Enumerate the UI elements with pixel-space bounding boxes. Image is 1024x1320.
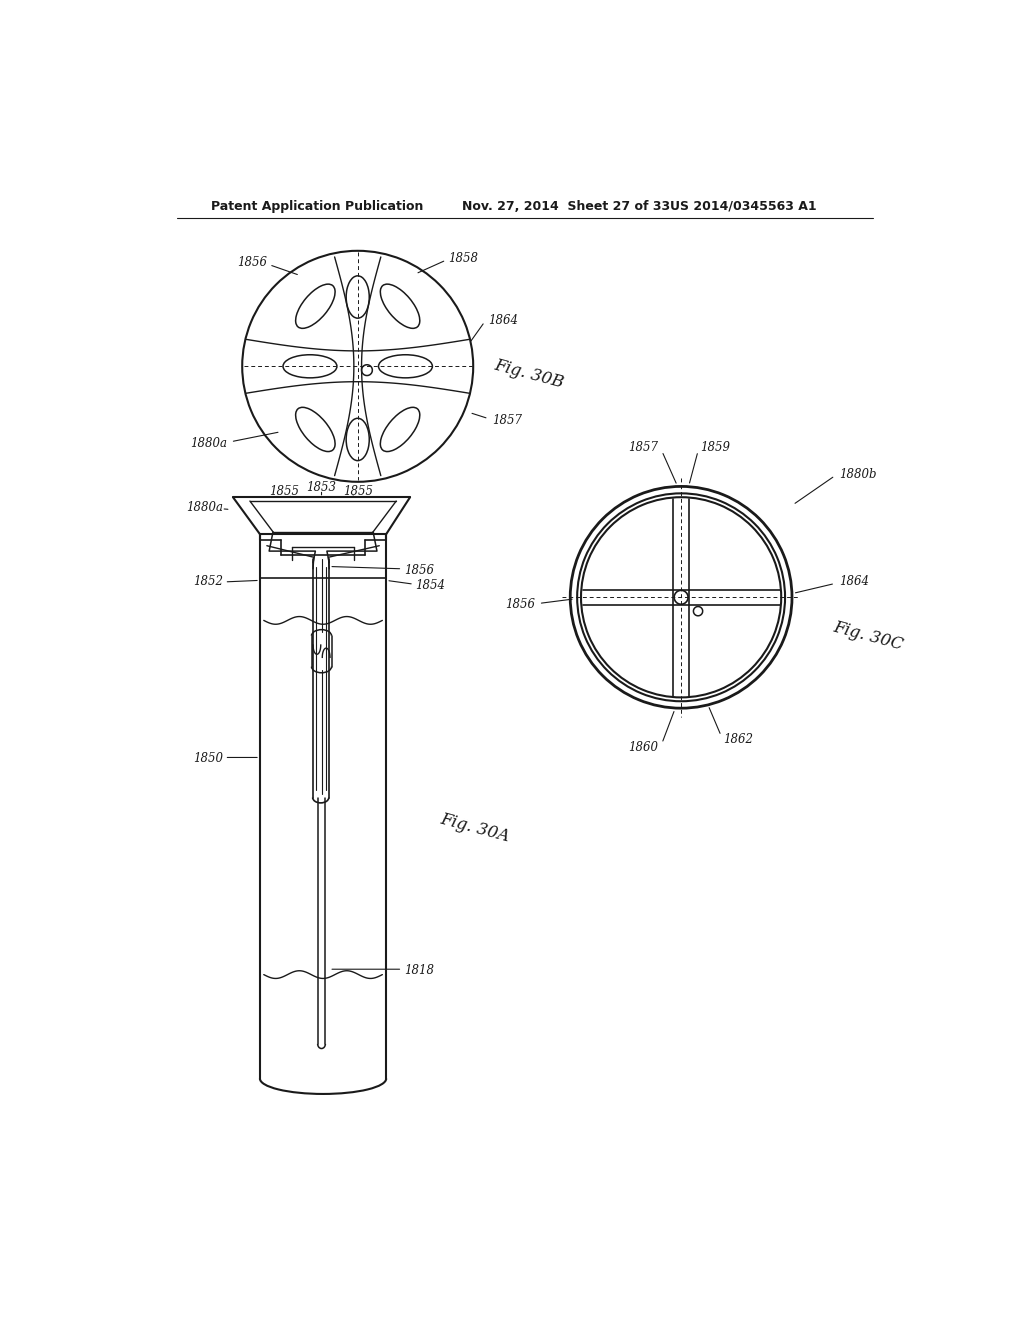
Text: 1859: 1859 — [700, 441, 730, 454]
Text: 1860: 1860 — [628, 741, 658, 754]
Text: 1857: 1857 — [628, 441, 658, 454]
Text: 1818: 1818 — [403, 964, 434, 977]
Text: 1855: 1855 — [343, 486, 373, 499]
Text: 1862: 1862 — [724, 733, 754, 746]
Text: 1856: 1856 — [505, 598, 535, 611]
Text: 1855: 1855 — [269, 486, 300, 499]
Text: 1850: 1850 — [193, 752, 223, 766]
Text: 1880b: 1880b — [839, 467, 877, 480]
Text: Fig. 30C: Fig. 30C — [831, 618, 905, 653]
Text: US 2014/0345563 A1: US 2014/0345563 A1 — [670, 199, 816, 213]
Text: 1880a: 1880a — [186, 500, 223, 513]
Text: 1864: 1864 — [488, 314, 518, 326]
Text: 1856: 1856 — [237, 256, 267, 269]
Text: 1853: 1853 — [306, 482, 337, 495]
Text: Patent Application Publication: Patent Application Publication — [211, 199, 424, 213]
Text: 1880a: 1880a — [189, 437, 226, 450]
Text: Fig. 30A: Fig. 30A — [438, 810, 512, 846]
Text: 1852: 1852 — [193, 576, 223, 589]
Text: Nov. 27, 2014  Sheet 27 of 33: Nov. 27, 2014 Sheet 27 of 33 — [462, 199, 670, 213]
Text: 1856: 1856 — [403, 564, 434, 577]
Text: 1858: 1858 — [449, 252, 478, 265]
Text: 1854: 1854 — [416, 579, 445, 593]
Text: 1857: 1857 — [493, 413, 522, 426]
Text: 1864: 1864 — [839, 576, 869, 589]
Text: Fig. 30B: Fig. 30B — [493, 356, 566, 392]
